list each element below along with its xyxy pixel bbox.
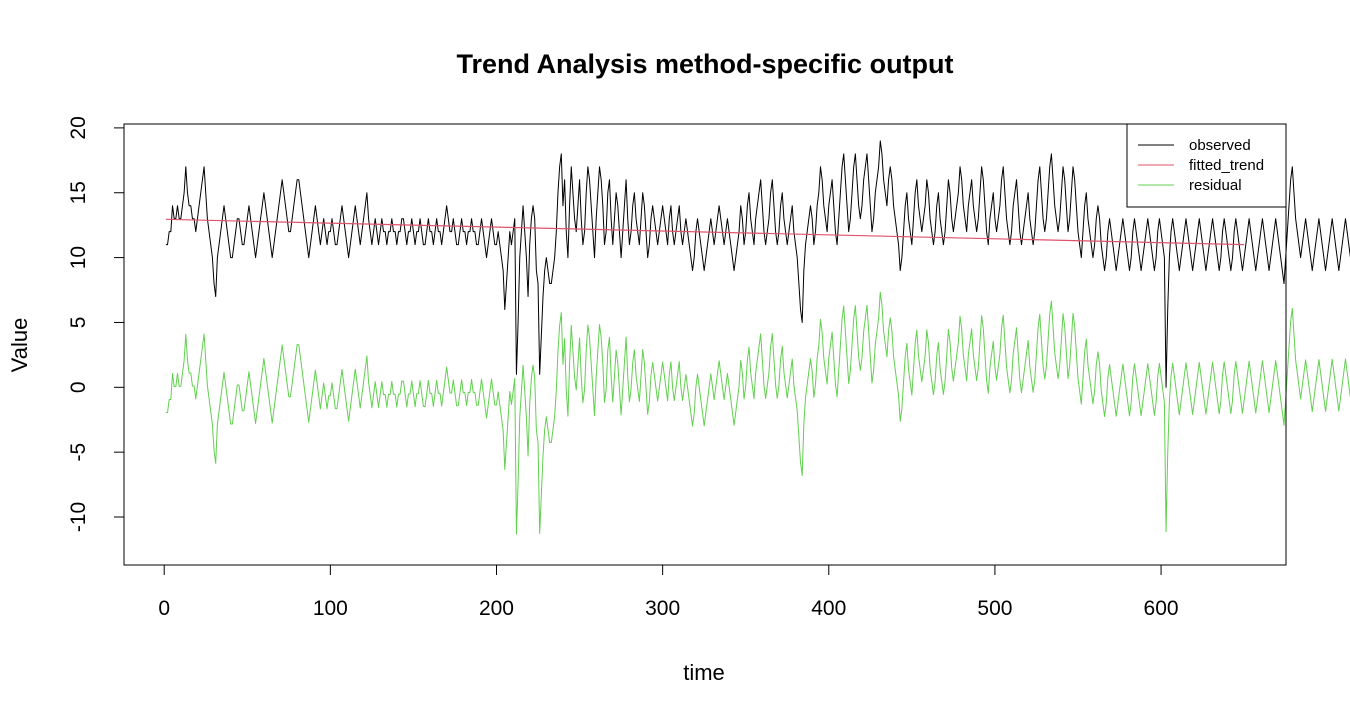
y-tick-label: 10: [67, 246, 90, 269]
chart-title: Trend Analysis method-specific output: [456, 49, 953, 79]
plot-layer: [165, 140, 1350, 535]
series-line-observed: [165, 140, 1350, 388]
x-tick-label: 400: [811, 597, 846, 620]
legend: observed fitted_trend residual: [1126, 123, 1287, 208]
y-tick-label: -5: [67, 443, 90, 462]
y-tick-label: -10: [67, 502, 90, 532]
series-line-residual: [165, 291, 1350, 535]
y-tick-label: 5: [67, 317, 90, 329]
legend-label: residual: [1189, 177, 1242, 194]
y-tick-label: 20: [67, 116, 90, 139]
axes: 0 100 200 300 400 500 600 -10 -5 0 5 10 15 20: [67, 116, 1287, 620]
x-axis-label: time: [683, 660, 725, 685]
x-tick-label: 500: [977, 597, 1012, 620]
x-tick-label: 200: [479, 597, 514, 620]
x-tick-label: 0: [158, 597, 170, 620]
y-tick-label: 15: [67, 181, 90, 204]
x-tick-label: 600: [1144, 597, 1179, 620]
y-tick-label: 0: [67, 381, 90, 393]
series-line-fitted-trend: [165, 218, 1245, 246]
legend-label: observed: [1189, 137, 1251, 154]
y-axis-label: Value: [7, 318, 32, 373]
x-tick-label: 100: [313, 597, 348, 620]
legend-label: fitted_trend: [1189, 157, 1264, 174]
x-tick-label: 300: [645, 597, 680, 620]
